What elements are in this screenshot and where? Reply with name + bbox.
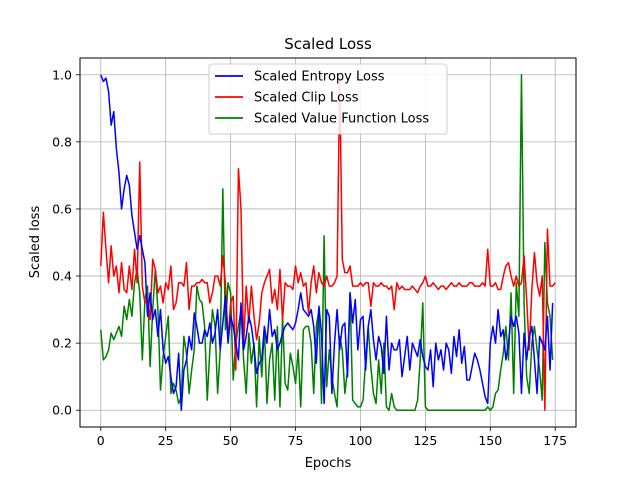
legend-entry-2: Scaled Value Function Loss	[254, 112, 429, 127]
x-tick-label: 0	[97, 433, 105, 448]
y-tick-label: 0.4	[52, 269, 72, 284]
legend: Scaled Entropy Loss Scaled Clip Loss Scale…	[208, 63, 448, 135]
series-line-0	[100, 74, 554, 411]
legend-entry-1: Scaled Clip Loss	[254, 91, 359, 106]
x-axis-label: Epochs	[305, 456, 352, 471]
series-line-2	[100, 74, 554, 411]
x-tick-label: 25	[158, 433, 174, 448]
plot-frame	[79, 57, 577, 428]
y-tick-label: 0.8	[52, 134, 72, 149]
x-tick-label: 75	[288, 433, 304, 448]
x-tick-label: 125	[413, 433, 437, 448]
series-layer	[100, 74, 556, 411]
y-axis-label: Scaled loss	[28, 206, 43, 279]
series-line-1	[100, 77, 556, 411]
x-tick-label: 150	[478, 433, 502, 448]
y-tick-label: 0.2	[52, 336, 72, 351]
y-tick-label: 0.0	[52, 403, 72, 418]
y-tick-label: 0.6	[52, 201, 72, 216]
chart-title: Scaled Loss	[284, 35, 372, 53]
x-tick-label: 175	[543, 433, 567, 448]
legend-box	[208, 63, 448, 135]
y-tick-label: 1.0	[52, 67, 72, 82]
x-tick-label: 100	[349, 433, 373, 448]
axis-ticks: 0 25 50 75 100 125 150 175 0.0 0.2 0.4 0.6 0.8 1.0	[52, 67, 567, 448]
legend-entry-0: Scaled Entropy Loss	[254, 70, 385, 85]
x-tick-label: 50	[223, 433, 239, 448]
